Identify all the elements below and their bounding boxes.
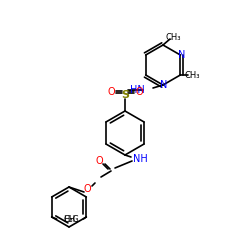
Text: HN: HN [130,85,145,95]
Text: O: O [95,156,103,166]
Text: H₃C: H₃C [63,216,78,224]
Text: CH₃: CH₃ [165,32,181,42]
Text: O: O [107,87,115,97]
Text: NH: NH [133,154,148,164]
Text: CH₃: CH₃ [184,70,200,80]
Text: O: O [83,184,91,194]
Text: N: N [160,80,168,90]
Text: O: O [135,87,143,97]
Text: N: N [178,50,185,60]
Text: S: S [121,90,129,100]
Text: CH₃: CH₃ [64,216,79,224]
